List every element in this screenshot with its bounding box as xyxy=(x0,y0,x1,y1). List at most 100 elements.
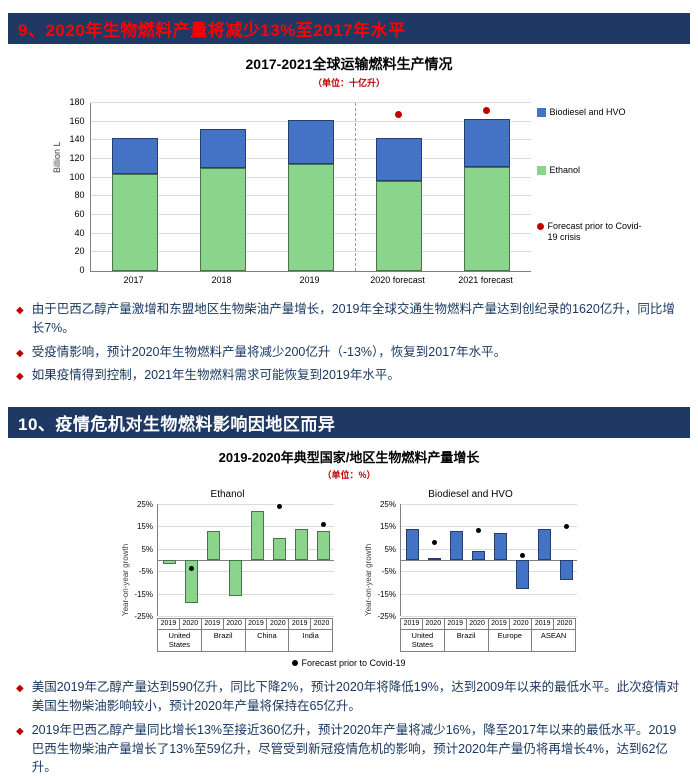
section1-header-text: 9、2020年生物燃料产量将减少13%至2017年水平 xyxy=(18,21,406,40)
section2-header: 10、疫情危机对生物燃料影响因地区而异 xyxy=(8,407,690,438)
bar-2019-brazil xyxy=(449,530,463,560)
y-tick-label: -5% xyxy=(381,567,396,577)
bullet-text: 美国2019年乙醇产量达到590亿升，同比下降2%，预计2020年将降低19%，… xyxy=(31,680,680,713)
gridline xyxy=(158,616,334,617)
growth-chart-legend: Forecast prior to Covid-19 xyxy=(0,658,698,668)
forecast-dot xyxy=(563,523,569,529)
year-cell: 2020 xyxy=(313,620,330,627)
year-cell: 2019 xyxy=(246,619,268,629)
section1-header: 9、2020年生物燃料产量将减少13%至2017年水平 xyxy=(8,13,690,44)
ethanol-plot-column: 2019 2020 2019 2020 2019 2020 2019 2020 United … xyxy=(157,503,334,653)
y-tick-label: 25% xyxy=(136,500,153,509)
gridline xyxy=(401,571,577,573)
forecast-dot xyxy=(320,521,326,527)
ethanol-plot-area xyxy=(157,503,334,617)
bullet-item: ◆ 美国2019年乙醇产量达到590亿升，同比下降2%，预计2020年将降低19… xyxy=(16,678,682,716)
bar-biodiesel-and-hvo-2017 xyxy=(111,138,158,174)
forecast-dot xyxy=(431,539,437,545)
year-cell: 2020 xyxy=(510,619,533,629)
year-cell: 2020 xyxy=(423,619,445,629)
y-tick-label: 140 xyxy=(69,134,85,145)
bar-2019-brazil xyxy=(206,530,220,560)
year-cell: 2019 xyxy=(489,619,511,629)
growth-charts-row: Ethanol Year-on-year growth 25% 15% 5% -5% -… xyxy=(0,489,698,653)
biodiesel-chart-title: Biodiesel and HVO xyxy=(428,489,513,500)
year-cell: 2020 xyxy=(556,620,573,627)
biodiesel-y-axis-title: Year-on-year growth xyxy=(364,543,373,616)
chart1-subtitle: （单位：十亿升） xyxy=(312,78,385,88)
y-tick-label: 25% xyxy=(379,500,396,509)
bar-ethanol-2021-forecast xyxy=(463,167,510,271)
bar-biodiesel-and-hvo-2020-forecast xyxy=(375,138,422,182)
year-cell: 2019 xyxy=(532,619,555,629)
year-cell: 2019 xyxy=(158,619,180,629)
chart1-x-axis: 2017 2018 2019 2020 forecast 2021 forecast xyxy=(90,275,530,285)
y-tick-label: 20 xyxy=(74,246,85,257)
gridline xyxy=(401,526,577,528)
y-tick-label: 160 xyxy=(69,115,85,126)
y-tick-label: -5% xyxy=(138,567,153,577)
section2-header-text: 10、疫情危机对生物燃料影响因地区而异 xyxy=(18,415,336,434)
ethanol-chart-title: Ethanol xyxy=(210,489,245,500)
country-cell: Europe xyxy=(489,630,533,652)
country-cell: Brazil xyxy=(445,630,489,652)
x-tick-label: 2017 xyxy=(123,275,144,285)
gridline xyxy=(158,548,334,550)
year-cell: 2019 xyxy=(401,619,423,629)
y-tick-label: 80 xyxy=(74,190,85,201)
bullet-item: ◆ 如果疫情得到控制，2021年生物燃料需求可能恢复到2019年水平。 xyxy=(16,366,682,385)
chart1-plot-area xyxy=(89,102,531,272)
forecast-dot-icon xyxy=(292,660,299,667)
chart1-y-axis: 0 20 40 60 80 100 120 140 160 180 xyxy=(62,97,90,275)
zero-axis-line xyxy=(158,560,334,561)
year-cell: 2020 xyxy=(180,619,202,629)
section2-bullets: ◆ 美国2019年乙醇产量达到590亿升，同比下降2%，预计2020年将降低19… xyxy=(16,678,682,781)
y-tick-label: 15% xyxy=(379,522,396,532)
bar-2020-united-states xyxy=(427,557,441,560)
bar-2020-asean xyxy=(559,560,573,581)
y-tick-label: 60 xyxy=(74,209,85,219)
country-cell: China xyxy=(246,630,290,652)
bullet-text: 由于巴西乙醇产量激增和东盟地区生物柴油产量增长，2019年全球交通生物燃料产量达… xyxy=(31,302,675,335)
gridline xyxy=(401,593,577,595)
legend-item: Ethanol xyxy=(536,165,581,176)
y-tick-label: -25% xyxy=(377,612,396,621)
bullet-item: ◆ 受疫情影响，预计2020年生物燃料产量将减少200亿升（-13%），恢复到2… xyxy=(16,343,682,362)
bar-biodiesel-and-hvo-2019 xyxy=(287,119,334,164)
bar-2020-united-states xyxy=(184,560,198,603)
legend-label: Ethanol xyxy=(549,165,581,175)
country-cell: India xyxy=(302,631,319,640)
legend-label: Biodiesel and HVO xyxy=(549,107,626,117)
biodiesel-country-labels: United States Brazil Europe ASEAN xyxy=(400,629,576,653)
biodiesel-plot-column: 2019 2020 2019 2020 2019 2020 2019 2020 United … xyxy=(400,504,577,653)
ethanol-y-axis: 25% 15% 5% -5% -15% -25% xyxy=(130,500,157,621)
bullet-item: ◆ 2019年巴西乙醇产量同比增长13%至接近360亿升，预计2020年产量将减… xyxy=(16,721,682,777)
legend-swatch-icon xyxy=(536,108,546,117)
bar-2020-brazil xyxy=(228,560,242,596)
y-tick-label: -15% xyxy=(134,589,153,599)
x-tick-label: 2018 xyxy=(211,275,232,285)
bar-ethanol-2018 xyxy=(199,168,246,271)
bar-2019-india xyxy=(294,528,308,560)
bar-ethanol-2019 xyxy=(287,163,334,271)
bar-2019-china xyxy=(250,510,264,560)
gridline xyxy=(401,616,577,617)
legend-dot-icon xyxy=(536,223,544,230)
forecast-dot xyxy=(276,503,282,509)
y-tick-label: 40 xyxy=(74,227,85,238)
bullet-diamond-icon: ◆ xyxy=(16,371,24,383)
y-tick-label: 100 xyxy=(69,171,85,182)
bullet-diamond-icon: ◆ xyxy=(16,347,24,359)
zero-axis-line xyxy=(401,560,577,561)
forecast-dot xyxy=(475,528,481,534)
year-cell: 2019 xyxy=(445,619,467,629)
country-cell: United States xyxy=(158,630,202,652)
x-tick-label: 2021 forecast xyxy=(458,275,513,285)
country-cell: United States xyxy=(401,630,445,652)
chart2-title: 2019-2020年典型国家/地区生物燃料产量增长 xyxy=(218,450,480,465)
chart1-title: 2017-2021全球运输燃料生产情况 xyxy=(245,56,453,72)
year-cell: 2020 xyxy=(267,619,290,629)
gridline xyxy=(158,571,334,573)
y-tick-label: 0 xyxy=(79,265,85,275)
bar-biodiesel-and-hvo-2018 xyxy=(199,129,246,169)
